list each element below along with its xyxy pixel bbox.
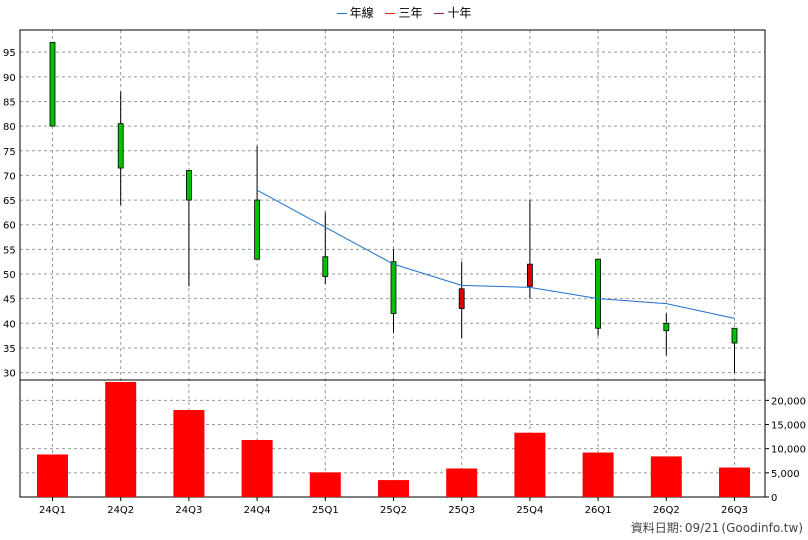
volume-tick-label: 15,000 (771, 421, 806, 432)
volume-bar (105, 382, 137, 497)
x-tick-label: 24Q2 (107, 505, 134, 516)
volume-bar (514, 432, 546, 497)
x-tick-label: 25Q3 (448, 505, 475, 516)
price-tick-label: 30 (3, 369, 16, 380)
volume-tick-label: 10,000 (771, 445, 806, 456)
candle-body (527, 263, 533, 287)
price-tick-label: 40 (3, 319, 16, 330)
price-tick-label: 75 (3, 147, 16, 158)
volume-bar (446, 468, 478, 497)
candle-body (322, 256, 329, 277)
credit-date: 09/21 (684, 521, 720, 535)
volume-bar (582, 452, 614, 497)
price-tick-label: 90 (3, 73, 16, 84)
candle-body (390, 261, 397, 314)
x-tick-label: 25Q1 (312, 505, 339, 516)
price-tick-label: 55 (3, 245, 16, 256)
chart-legend: 年線 三年 十年 (0, 4, 808, 21)
x-tick-label: 26Q2 (653, 505, 680, 516)
price-tick-label: 95 (3, 48, 16, 59)
data-credit: 資料日期: 09/21 (Goodinfo.tw) (629, 519, 803, 536)
volume-panel: 0 5,000 10,000 15,000 20,000 (20, 382, 806, 504)
price-tick-label: 65 (3, 196, 16, 207)
legend-label-ma1y: 年線 (349, 6, 374, 20)
legend-swatch-ma10y (434, 13, 445, 14)
price-panel: 30 35 40 45 50 55 60 65 70 75 80 85 90 95 (3, 29, 766, 498)
legend-swatch-ma1y (336, 13, 347, 14)
x-tick-label: 24Q4 (244, 505, 271, 516)
volume-bar (650, 456, 682, 497)
price-tick-label: 70 (3, 171, 16, 182)
price-tick-label: 60 (3, 221, 16, 232)
candle-body (663, 322, 670, 332)
credit-source: (Goodinfo.tw) (721, 521, 803, 535)
legend-item-ma3y: 三年 (385, 4, 423, 21)
price-tick-label: 85 (3, 97, 16, 108)
price-tick-label: 50 (3, 270, 16, 281)
candle-body (117, 123, 124, 169)
volume-tick-label: 5,000 (771, 469, 800, 480)
price-tick-label: 35 (3, 344, 16, 355)
price-tick-label: 80 (3, 122, 16, 133)
candle-body (49, 41, 56, 127)
x-tick-label: 26Q1 (585, 505, 612, 516)
x-tick-label: 24Q1 (39, 505, 66, 516)
candle-body (254, 199, 261, 260)
legend-item-ma1y: 年線 (336, 4, 374, 21)
candle-body (731, 327, 738, 344)
candle-body (458, 288, 465, 309)
volume-tick-label: 0 (771, 493, 777, 504)
volume-bar (173, 410, 205, 497)
x-axis: 24Q1 24Q2 24Q3 24Q4 25Q1 25Q2 25Q3 25Q4 26Q1 26Q2… (39, 497, 748, 516)
x-tick-label: 24Q3 (175, 505, 202, 516)
x-tick-label: 25Q2 (380, 505, 407, 516)
x-tick-label: 25Q4 (516, 505, 543, 516)
candle-body (185, 170, 192, 201)
volume-tick-label: 20,000 (771, 396, 806, 407)
candle-body (595, 258, 601, 329)
legend-label-ma3y: 三年 (398, 6, 423, 20)
volume-bar (309, 472, 341, 497)
x-tick-label: 26Q3 (721, 505, 748, 516)
credit-prefix: 資料日期: (630, 521, 683, 535)
volume-bar (719, 467, 750, 497)
volume-bar (378, 480, 409, 497)
volume-bar (241, 439, 273, 497)
price-tick-label: 45 (3, 295, 16, 306)
legend-item-ma10y: 十年 (434, 4, 471, 21)
legend-label-ma10y: 十年 (447, 6, 472, 20)
legend-swatch-ma3y (385, 13, 396, 14)
ma-line-1y (256, 189, 735, 319)
volume-bar (37, 454, 68, 497)
